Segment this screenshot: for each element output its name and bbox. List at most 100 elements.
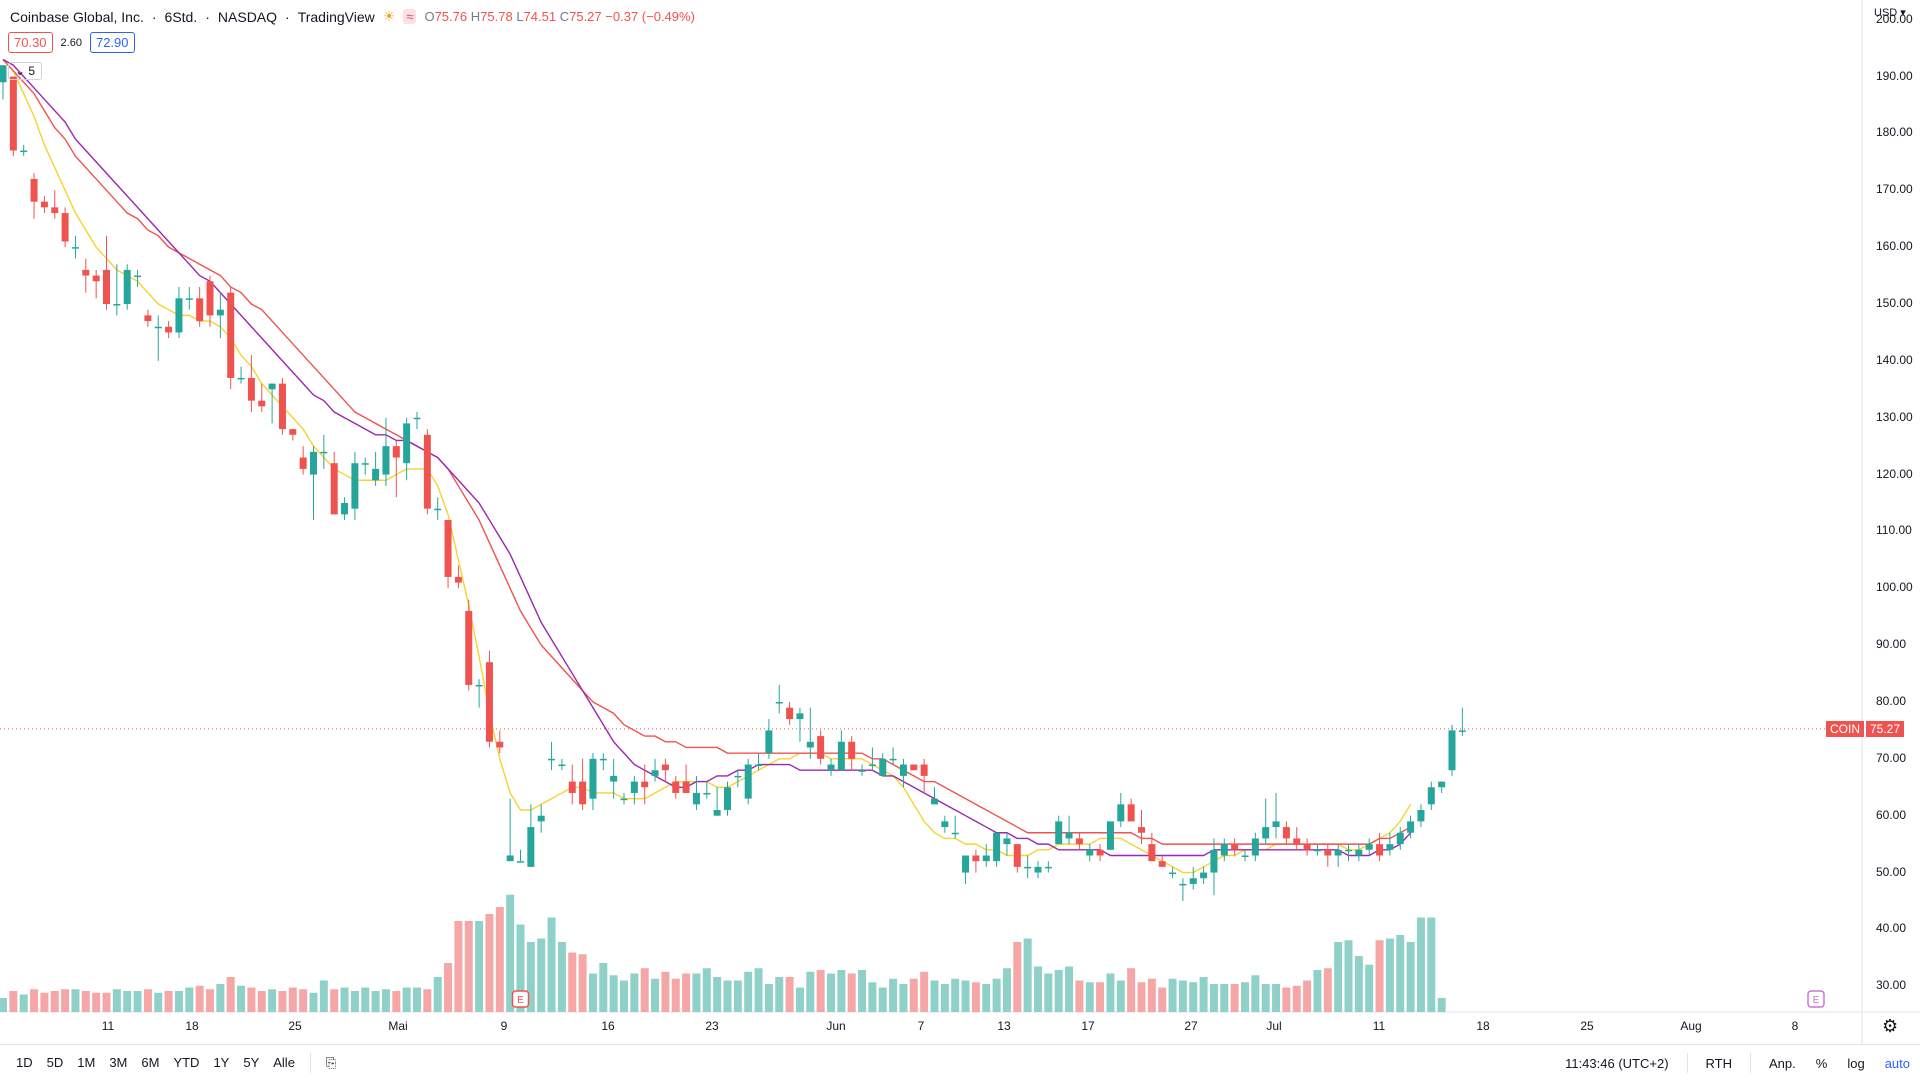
candle-body — [351, 463, 359, 509]
range-button-1d[interactable]: 1D — [16, 1055, 33, 1070]
volume-bar — [775, 977, 784, 1012]
volume-bar — [433, 977, 442, 1012]
volume-bar — [1416, 917, 1425, 1012]
volume-bar — [547, 917, 556, 1012]
candle-body — [765, 730, 773, 754]
volume-bar — [1085, 982, 1094, 1012]
time-tick-label: 7 — [917, 1019, 925, 1033]
price-tick-label: 130.00 — [1876, 409, 1913, 424]
range-button-5d[interactable]: 5D — [46, 1055, 64, 1070]
candle-body — [278, 383, 286, 430]
currency-selector[interactable]: USD ▾ — [1874, 7, 1906, 19]
open-value: 75.76 — [434, 9, 468, 24]
bottom-toolbar: 1D 5D 1M 3M 6M YTD 1Y 5Y Alle ⎘ 11:43:46 (UTC+2)… — [0, 1044, 1920, 1080]
symbol-name[interactable]: Coinbase Global, Inc. — [10, 8, 144, 25]
candle-body — [71, 247, 79, 249]
indicator-count: 5 — [28, 64, 36, 78]
interval[interactable]: 6Std. — [164, 8, 198, 25]
candle-body — [1345, 849, 1352, 852]
volume-bar — [889, 978, 898, 1012]
range-button-5y[interactable]: 5Y — [243, 1055, 260, 1070]
price-tick-label: 40.00 — [1876, 921, 1907, 936]
price-tick-label: 50.00 — [1876, 864, 1907, 879]
toolbar-divider — [1750, 1053, 1752, 1073]
volume-bar — [702, 968, 711, 1012]
candle-body — [651, 770, 659, 776]
volume-bar — [123, 991, 132, 1012]
clock-time[interactable]: 11:43:46 (UTC+2) — [1565, 1055, 1669, 1071]
volume-bar — [226, 977, 235, 1012]
candle-body — [196, 298, 204, 322]
price-tick-label: 190.00 — [1876, 68, 1913, 83]
candle-body — [775, 701, 783, 704]
last-symbol-tag: COIN — [1826, 720, 1864, 737]
volume-bar — [1116, 980, 1125, 1012]
volume-bar — [1096, 982, 1105, 1012]
candle-body — [817, 736, 825, 759]
time-tick-label: 8 — [1791, 1019, 1799, 1033]
candle-body — [185, 298, 193, 300]
volume-bar — [588, 973, 597, 1012]
time-tick-label: 25 — [1580, 1019, 1594, 1033]
indicators-toggle[interactable]: ⌄ 5 — [8, 62, 43, 80]
candle-body — [1106, 821, 1114, 850]
volume-bar — [299, 989, 308, 1012]
range-button-1y[interactable]: 1Y — [213, 1055, 230, 1070]
candle-body — [879, 758, 887, 776]
candle-body — [672, 781, 680, 793]
range-button-ytd[interactable]: YTD — [173, 1055, 200, 1070]
candle-body — [1086, 849, 1094, 856]
volume-bar — [50, 991, 59, 1012]
log-scale-button[interactable]: log — [1847, 1055, 1865, 1071]
range-button-3m[interactable]: 3M — [109, 1055, 128, 1070]
volume-bar — [1437, 998, 1446, 1012]
ask-price[interactable]: 72.90 — [89, 32, 135, 53]
volume-bar — [682, 973, 691, 1012]
candle-body — [548, 758, 556, 761]
range-button-alle[interactable]: Alle — [273, 1055, 295, 1070]
percent-scale-button[interactable]: % — [1815, 1055, 1828, 1071]
candle-body — [1003, 838, 1011, 845]
volume-bar — [526, 942, 535, 1012]
legend: Coinbase Global, Inc. · 6Std. · NASDAQ ·… — [10, 8, 695, 25]
candle-body — [0, 65, 7, 83]
wave-icon[interactable]: ≈ — [403, 9, 417, 24]
volume-bar — [1261, 984, 1270, 1012]
auto-scale-button[interactable]: auto — [1884, 1055, 1910, 1071]
candle-body — [92, 275, 100, 282]
adjust-button[interactable]: Anp. — [1769, 1055, 1796, 1071]
candle-body — [517, 861, 524, 863]
time-tick-label: 25 — [288, 1019, 302, 1033]
data-source: TradingView — [297, 8, 375, 25]
candle-body — [247, 377, 255, 401]
candle-body — [1096, 849, 1104, 856]
range-button-1m[interactable]: 1M — [77, 1055, 96, 1070]
volume-bar — [899, 984, 908, 1012]
date-range-icon[interactable]: ⎘ — [325, 1054, 337, 1070]
volume-bar — [392, 991, 401, 1012]
candle-body — [1220, 844, 1228, 856]
candle-body — [703, 792, 711, 795]
bid-price[interactable]: 70.30 — [8, 32, 53, 53]
time-tick-label: 13 — [997, 1019, 1011, 1033]
volume-bar — [651, 978, 660, 1012]
candle-body — [1179, 883, 1187, 886]
volume-bar — [1127, 968, 1136, 1012]
candle-body — [910, 764, 918, 771]
price-tick-label: 30.00 — [1876, 978, 1907, 993]
volume-bar — [1220, 984, 1229, 1012]
low-value: 74.51 — [523, 9, 557, 24]
range-button-6m[interactable]: 6M — [141, 1055, 160, 1070]
volume-bar — [847, 973, 856, 1012]
candle-body — [1117, 804, 1125, 822]
candle-body — [330, 463, 338, 515]
session-button[interactable]: RTH — [1705, 1055, 1733, 1071]
candle-body — [1324, 849, 1332, 856]
gear-icon[interactable]: ⚙ — [1882, 1016, 1899, 1036]
sun-icon[interactable]: ☀ — [382, 8, 396, 24]
volume-bar — [930, 980, 939, 1012]
candle-body — [1055, 821, 1063, 845]
volume-bar — [754, 968, 763, 1012]
